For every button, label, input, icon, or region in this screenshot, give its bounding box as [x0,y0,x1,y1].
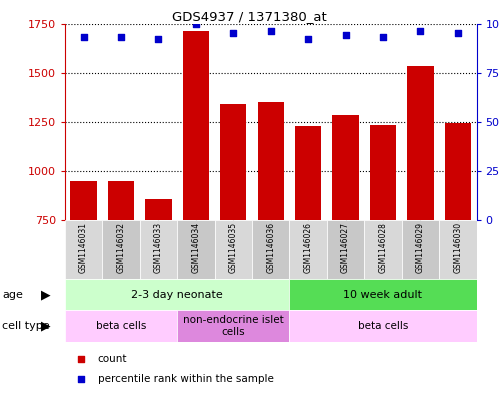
Text: GSM1146033: GSM1146033 [154,222,163,273]
Text: age: age [2,290,23,300]
Text: GSM1146031: GSM1146031 [79,222,88,273]
Bar [65,279,289,310]
Text: GSM1146030: GSM1146030 [453,222,463,273]
Bar [252,220,289,279]
Bar [364,220,402,279]
Point [229,30,237,37]
Text: GSM1146028: GSM1146028 [378,222,388,273]
Bar [220,104,247,220]
Bar [177,220,215,279]
Bar [177,310,289,342]
Text: cell type: cell type [2,321,50,331]
Point [416,28,424,35]
Text: 10 week adult: 10 week adult [343,290,423,300]
Bar [439,220,477,279]
Text: GSM1146027: GSM1146027 [341,222,350,273]
Text: ▶: ▶ [41,320,51,333]
Bar [370,125,396,220]
Point [341,32,349,39]
Bar [183,31,209,220]
Point [379,34,387,40]
Point [77,376,85,382]
Text: GSM1146032: GSM1146032 [116,222,126,273]
Point [192,20,200,27]
Point [77,356,85,362]
Bar [407,66,434,220]
Bar [145,200,172,220]
Bar [289,220,327,279]
Bar [108,181,134,220]
Bar [215,220,252,279]
Text: GSM1146035: GSM1146035 [229,222,238,273]
Bar [65,220,102,279]
Text: GDS4937 / 1371380_at: GDS4937 / 1371380_at [172,10,327,23]
Text: beta cells: beta cells [358,321,408,331]
Bar [327,220,364,279]
Point [117,34,125,40]
Point [266,28,274,35]
Point [454,30,462,37]
Bar [257,102,284,220]
Text: GSM1146036: GSM1146036 [266,222,275,273]
Bar [102,220,140,279]
Bar [65,310,177,342]
Text: beta cells: beta cells [96,321,146,331]
Text: count: count [98,354,127,364]
Point [304,36,312,42]
Point [79,34,88,40]
Text: GSM1146029: GSM1146029 [416,222,425,273]
Text: percentile rank within the sample: percentile rank within the sample [98,374,273,384]
Bar [289,279,477,310]
Bar [402,220,439,279]
Text: GSM1146034: GSM1146034 [191,222,201,273]
Text: 2-3 day neonate: 2-3 day neonate [131,290,223,300]
Bar [289,310,477,342]
Bar [445,123,471,220]
Text: GSM1146026: GSM1146026 [303,222,313,273]
Point [154,36,162,42]
Bar [332,115,359,220]
Bar [295,126,321,220]
Bar [70,181,97,220]
Bar [140,220,177,279]
Text: non-endocrine islet
cells: non-endocrine islet cells [183,316,283,337]
Text: ▶: ▶ [41,288,51,301]
